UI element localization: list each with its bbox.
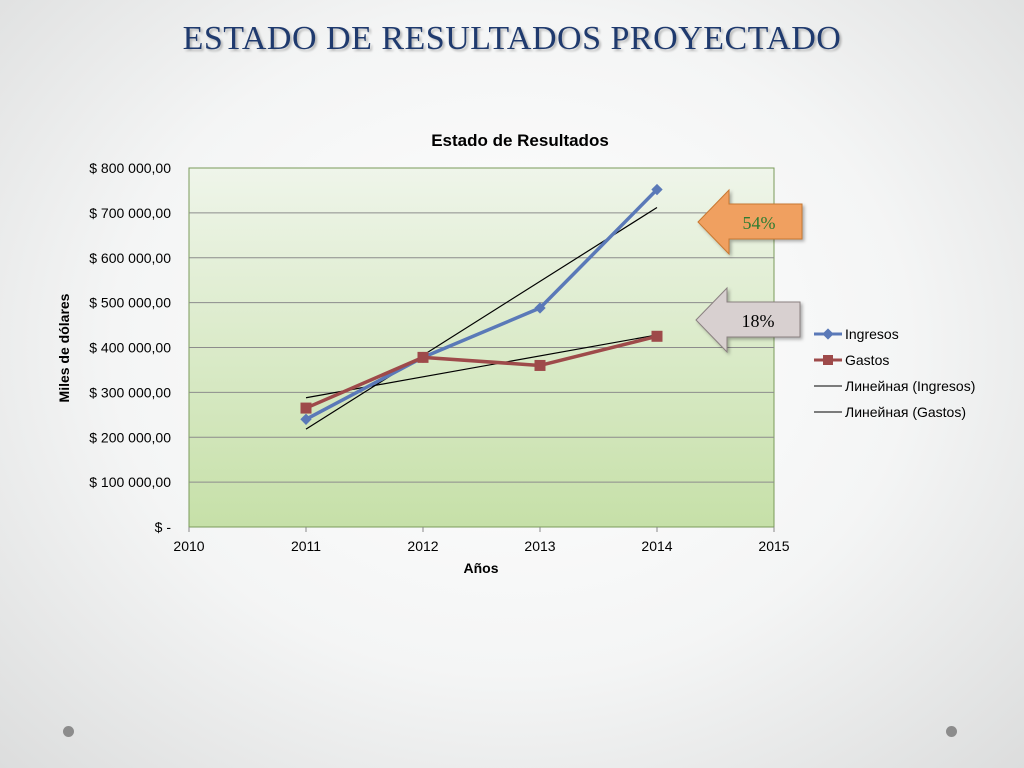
x-tick-label: 2015 bbox=[758, 538, 789, 554]
data-point bbox=[534, 302, 546, 314]
y-tick-label: $ 600 000,00 bbox=[89, 250, 171, 266]
legend-label-gastos: Gastos bbox=[845, 352, 889, 368]
x-axis-ticks: 2010 2011 2012 2013 2014 2015 bbox=[173, 527, 790, 554]
trendline bbox=[305, 206, 658, 430]
y-tick-label: $ 500 000,00 bbox=[89, 295, 171, 311]
data-point bbox=[417, 351, 429, 363]
legend-item-trend-gastos: Линейная (Gastos) bbox=[814, 404, 966, 420]
y-tick-label: $ 200 000,00 bbox=[89, 429, 171, 445]
series bbox=[300, 183, 663, 425]
data-point bbox=[300, 402, 312, 414]
legend: Ingresos Gastos Линейная (Ingresos) Лине… bbox=[814, 326, 975, 420]
legend-item-ingresos: Ingresos bbox=[814, 326, 899, 342]
data-point bbox=[651, 183, 663, 196]
series-line-gastos bbox=[305, 334, 658, 410]
y-tick-label: $ 300 000,00 bbox=[89, 384, 171, 400]
data-point bbox=[300, 413, 312, 425]
callout-54 bbox=[697, 188, 803, 256]
y-axis-ticks: $ - $ 100 000,00 $ 200 000,00 $ 300 000,00 $… bbox=[89, 160, 171, 535]
x-axis-title: Años bbox=[464, 560, 499, 576]
data-point bbox=[534, 359, 546, 371]
legend-label-ingresos: Ingresos bbox=[845, 326, 899, 342]
x-tick-label: 2011 bbox=[291, 538, 321, 554]
y-tick-label: $ 700 000,00 bbox=[89, 205, 171, 221]
x-tick-label: 2014 bbox=[641, 538, 672, 554]
legend-label-trend-gastos: Линейная (Gastos) bbox=[845, 404, 966, 420]
gridlines bbox=[189, 212, 774, 483]
x-tick-label: 2010 bbox=[173, 538, 204, 554]
series-line-ingresos bbox=[305, 188, 659, 421]
legend-label-trend-ingresos: Линейная (Ingresos) bbox=[845, 378, 975, 394]
legend-item-trend-ingresos: Линейная (Ingresos) bbox=[814, 378, 975, 394]
slide-title: ESTADO DE RESULTADOS PROYECTADO bbox=[182, 20, 842, 57]
data-point bbox=[651, 330, 663, 342]
callout-18 bbox=[695, 286, 801, 354]
chart-title: Estado de Resultados bbox=[431, 131, 609, 150]
callout-18-text: 18% bbox=[742, 311, 775, 331]
decor-dot-right bbox=[946, 726, 957, 737]
y-tick-label: $ - bbox=[155, 519, 172, 535]
y-axis-title: Miles de dólares bbox=[56, 293, 72, 402]
legend-item-gastos: Gastos bbox=[814, 352, 889, 368]
callout-54-text: 54% bbox=[743, 213, 776, 233]
x-tick-label: 2013 bbox=[524, 538, 555, 554]
x-tick-label: 2012 bbox=[407, 538, 438, 554]
decor-dot-left bbox=[63, 726, 74, 737]
y-tick-label: $ 400 000,00 bbox=[89, 340, 171, 356]
y-tick-label: $ 800 000,00 bbox=[89, 160, 171, 176]
y-tick-label: $ 100 000,00 bbox=[89, 474, 171, 490]
